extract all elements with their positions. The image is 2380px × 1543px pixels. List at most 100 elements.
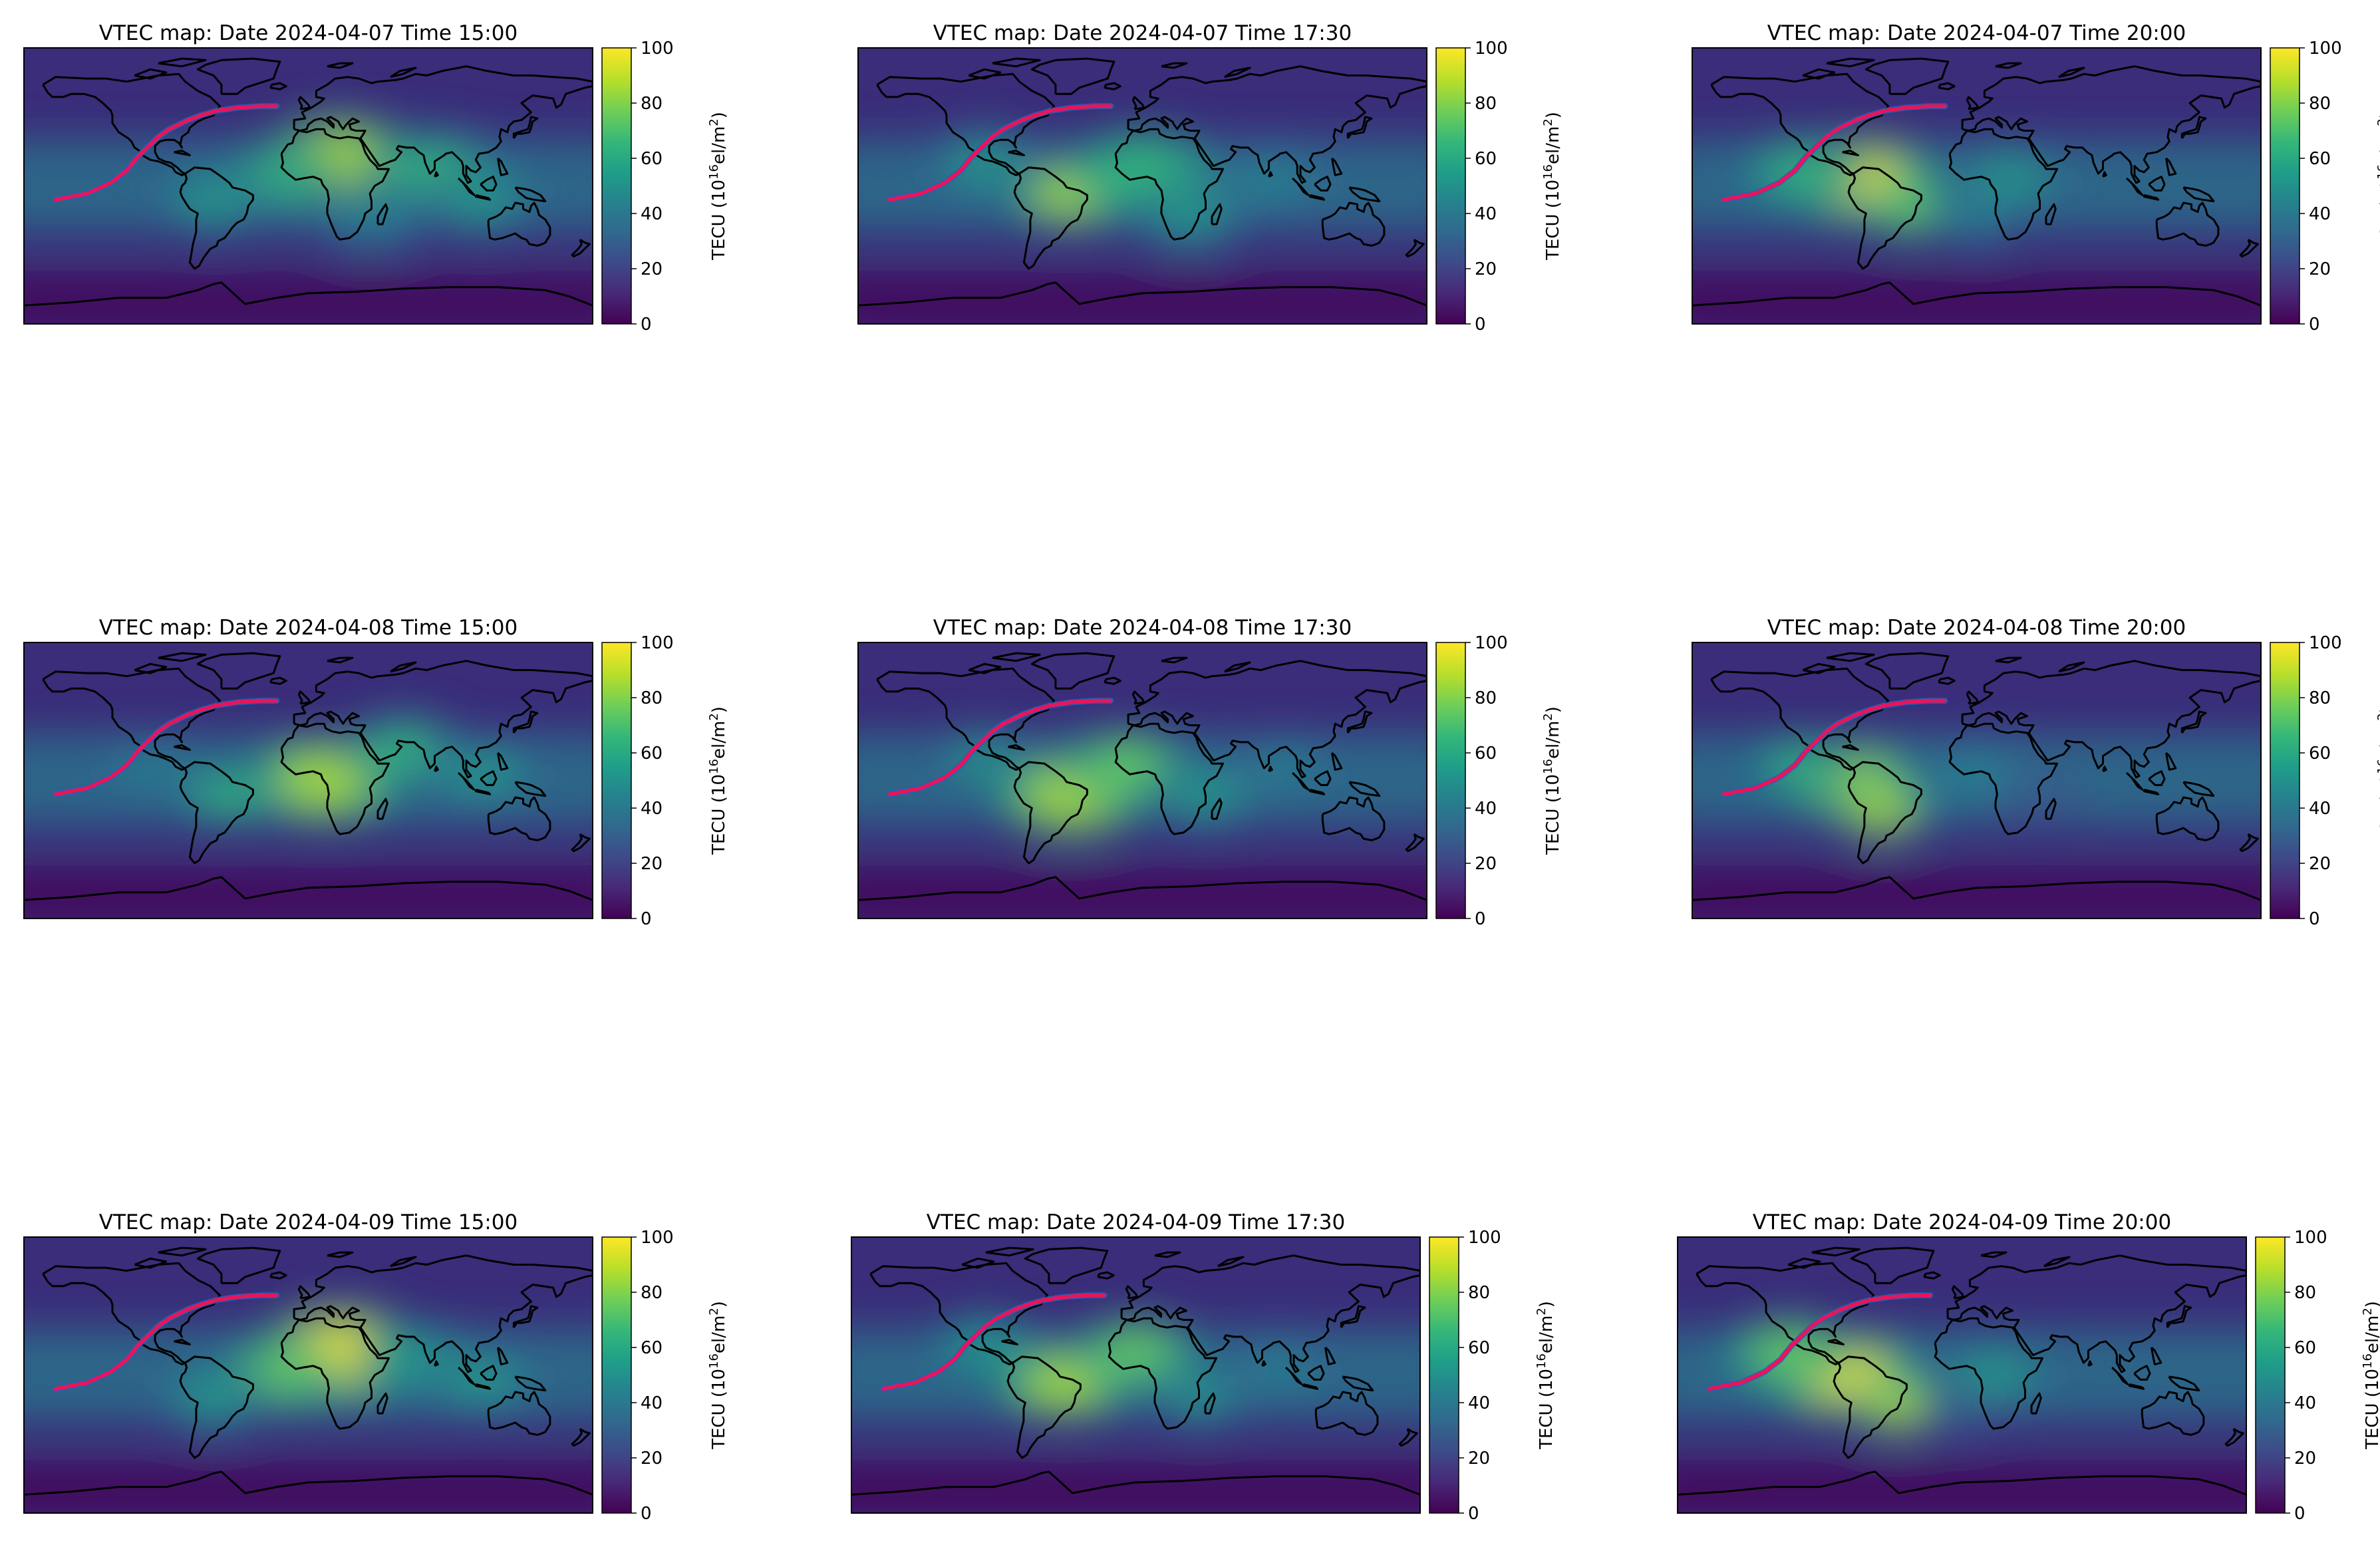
colorbar: 0 20 40 60 80 100 TECU (1016el/m2)	[1435, 39, 1563, 335]
coastline	[280, 128, 390, 241]
coastline	[480, 176, 498, 192]
colorbar-tick-label: 80	[641, 688, 663, 708]
coastline	[2143, 788, 2160, 795]
coastline	[2043, 1256, 2071, 1268]
vtec-panel: VTEC map: Date 2024-04-09 Time 17:30 0 20 4…	[851, 1210, 1557, 1524]
coastline	[514, 186, 547, 203]
colorbar-gradient	[601, 642, 632, 919]
coastline	[2182, 781, 2215, 797]
coastline	[280, 1317, 390, 1430]
tec-hotspot-core	[365, 728, 441, 772]
coastline	[458, 177, 476, 196]
coastline	[196, 1246, 281, 1284]
coastline	[24, 1471, 593, 1496]
coastline	[1923, 1271, 1941, 1280]
coastline	[2148, 176, 2166, 192]
coastline	[1842, 744, 1859, 751]
eclipse-path	[881, 1293, 1106, 1391]
coastline	[1827, 1339, 1845, 1345]
coastline	[851, 1471, 1420, 1496]
colorbar-tick-label: 60	[641, 1338, 663, 1358]
panel-title: VTEC map: Date 2024-04-09 Time 20:00	[1753, 1210, 2171, 1234]
coastline	[1001, 1339, 1018, 1345]
colorbar-gradient	[601, 47, 632, 325]
tec-hotspot-core	[1945, 198, 2008, 235]
coastline	[297, 690, 311, 705]
coastline	[1346, 116, 1373, 139]
colorbar: 0 20 40 60 80 100 TECU (1016el/m2)	[601, 1228, 730, 1524]
coastline	[158, 57, 207, 68]
map-frame	[23, 47, 593, 325]
coastline	[1030, 57, 1116, 95]
colorbar-tick-label: 40	[1475, 799, 1497, 819]
map-frame	[1692, 47, 2262, 325]
map-frame	[23, 1236, 593, 1514]
coastline	[1948, 128, 2059, 241]
coastline	[1934, 1317, 2044, 1430]
coastline	[1348, 186, 1381, 203]
coastline	[1308, 194, 1326, 201]
colorbar-label: TECU (1016el/m2)	[707, 1301, 730, 1450]
coastline	[2141, 1391, 2205, 1436]
eclipse-path	[887, 698, 1113, 797]
coastline	[458, 772, 476, 791]
coastline	[1154, 1251, 1181, 1258]
colorbar-tick-label: 100	[2309, 633, 2342, 653]
coastline	[1292, 772, 1310, 791]
coastline	[869, 1262, 1048, 1365]
coastline	[480, 1365, 498, 1381]
tec-hotspot-core	[1850, 792, 1914, 830]
colorbar-tick-label: 100	[2294, 1228, 2327, 1248]
colorbar-gradient	[1429, 1236, 1459, 1514]
coastline	[1224, 661, 1251, 673]
coastline	[876, 667, 1055, 771]
tec-hotspot-core	[1936, 1399, 1988, 1429]
colorbar: 0 20 40 60 80 100 TECU (1016el/m2)	[601, 39, 729, 335]
coastline	[1405, 238, 1425, 258]
coastline	[1131, 690, 1145, 705]
coastline	[480, 770, 498, 786]
map-frame	[857, 642, 1427, 919]
tec-hotspot-core	[1026, 1360, 1103, 1405]
coastline	[487, 202, 551, 247]
coastline	[1204, 1392, 1216, 1415]
coastline	[2058, 67, 2085, 78]
panel-title: VTEC map: Date 2024-04-07 Time 17:30	[933, 21, 1352, 45]
coastline	[1261, 1360, 1266, 1367]
coastline	[1710, 667, 1889, 771]
coastline	[1097, 1271, 1115, 1280]
coastline	[1966, 96, 1980, 110]
colorbar-tick-label: 100	[1475, 39, 1508, 59]
coastline	[474, 1383, 492, 1390]
coastline	[514, 781, 547, 797]
coastline	[1405, 833, 1425, 853]
coastline	[2168, 1375, 2200, 1392]
coastline	[24, 281, 593, 307]
coastline	[1348, 781, 1381, 797]
coastline	[376, 203, 388, 225]
colorbar-tick-label: 80	[1468, 1283, 1490, 1303]
colorbar-tick-label: 20	[641, 854, 663, 874]
coastline	[474, 788, 492, 795]
coastline	[1948, 722, 2059, 835]
coastline	[24, 876, 593, 901]
coastline	[1811, 1246, 1860, 1257]
coastline	[858, 876, 1427, 901]
coastline	[1678, 1471, 2246, 1496]
coastline	[992, 652, 1041, 662]
colorbar-gradient	[1435, 642, 1466, 919]
coastline	[2165, 752, 2177, 771]
coastline	[2058, 661, 2085, 673]
map-frame	[857, 47, 1427, 325]
coastline	[1398, 1427, 1418, 1447]
colorbar-tick-label: 40	[1468, 1393, 1490, 1413]
tec-hotspot-core	[1088, 743, 1165, 787]
panel-title: VTEC map: Date 2024-04-07 Time 15:00	[99, 21, 518, 45]
eclipse-path	[53, 104, 279, 202]
colorbar-label: TECU (1016el/m2)	[1535, 1301, 1557, 1450]
coastline	[1938, 82, 1956, 90]
coastline	[1961, 660, 2261, 779]
coastline	[458, 1366, 476, 1385]
coastline	[434, 766, 439, 773]
coastline	[1211, 203, 1223, 225]
